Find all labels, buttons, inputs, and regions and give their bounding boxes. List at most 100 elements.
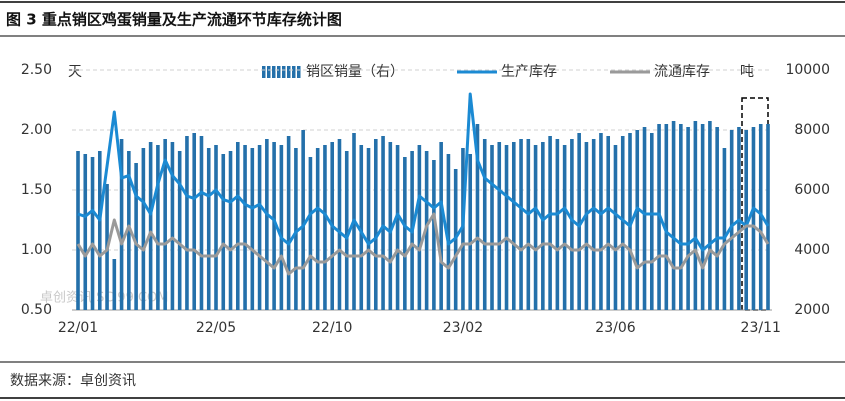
bar [373,139,378,310]
bar [584,142,589,310]
bar [243,145,247,310]
bar [628,133,632,310]
legend-swatch [287,66,291,78]
bar [301,130,305,310]
chart-title: 图 3 重点销区鸡蛋销量及生产流通环节库存统计图 [6,11,342,29]
bar [294,148,298,310]
legend-label: 流通库存 [654,64,710,80]
bar [388,142,393,310]
bar [257,145,262,310]
bar [577,133,581,310]
bar [570,139,574,310]
bar [439,142,443,310]
bar [417,145,422,310]
y-tick-label: 2.00 [21,122,52,138]
bar [381,136,385,310]
bar [214,145,218,310]
bar [403,157,407,310]
x-tick-label: 22/01 [58,320,98,336]
bar [613,145,618,310]
bar [591,139,596,310]
bar [76,151,80,310]
bar [265,139,269,310]
source: 数据来源：卓创资讯 [10,373,136,389]
bar [715,127,719,310]
bar [344,151,349,310]
legend-swatch [272,66,276,78]
y-tick-label: 0.50 [21,302,52,318]
y2-tick-label: 4000 [794,242,830,258]
y-tick-label: 1.00 [21,242,52,258]
bar [395,145,400,310]
bar [286,136,291,310]
x-tick-label: 22/10 [312,320,352,336]
legend-swatch [292,66,296,78]
bar [606,136,611,310]
y-tick-label: 1.50 [21,182,52,198]
x-tick-label: 22/05 [196,320,236,336]
y2-tick-label: 6000 [794,182,830,198]
x-tick-label: 23/02 [443,320,483,336]
y-tick-label: 2.50 [21,62,52,78]
bar [729,130,734,310]
legend-swatch [262,66,266,78]
bar [141,148,146,310]
bar [635,130,640,310]
bar [533,145,538,310]
bar [337,139,342,310]
bar [359,145,364,310]
bar [562,145,567,310]
bar [461,148,465,310]
x-tick-label: 23/06 [595,320,635,336]
bar [221,154,226,310]
legend-swatch [267,66,271,78]
bar [497,142,502,310]
bar [308,157,313,310]
bar [490,145,494,310]
bar [148,142,153,310]
bar [541,142,545,310]
bar [504,145,509,310]
legend-label: 生产库存 [501,64,557,80]
legend-swatch [282,66,286,78]
bar [526,139,531,310]
bar [737,127,741,310]
bar [555,139,560,310]
bar [548,136,552,310]
bar [642,127,647,310]
bar [127,151,131,310]
bar [315,148,320,310]
bar [366,148,371,310]
bar [664,124,669,310]
bar [482,139,487,310]
bar [279,145,284,310]
bar [112,259,117,310]
bar [177,151,182,310]
legend-label: 销区销量（右） [306,64,404,80]
bar [97,151,102,310]
bar [432,160,436,310]
y2-tick-label: 8000 [794,122,830,138]
bar [511,142,516,310]
legend-swatch [297,66,301,78]
bar [119,139,124,310]
bar [446,154,451,310]
bar [199,136,204,310]
x-tick-label: 23/11 [741,320,781,336]
line [77,92,770,252]
y2-tick-label: 10000 [785,62,830,78]
legend: 销区销量（右） 生产库存 流通库存 [262,64,710,80]
y2-tick-label: 2000 [794,302,830,318]
legend-swatch [277,66,281,78]
bar [700,124,705,310]
bar [708,121,712,310]
y-unit: 天 [68,64,82,80]
bar [758,124,763,310]
bar [250,148,255,310]
bar [671,121,676,310]
bar [170,142,175,310]
bar [599,133,603,310]
bar [620,136,625,310]
bar [83,154,88,310]
bar [156,145,160,310]
